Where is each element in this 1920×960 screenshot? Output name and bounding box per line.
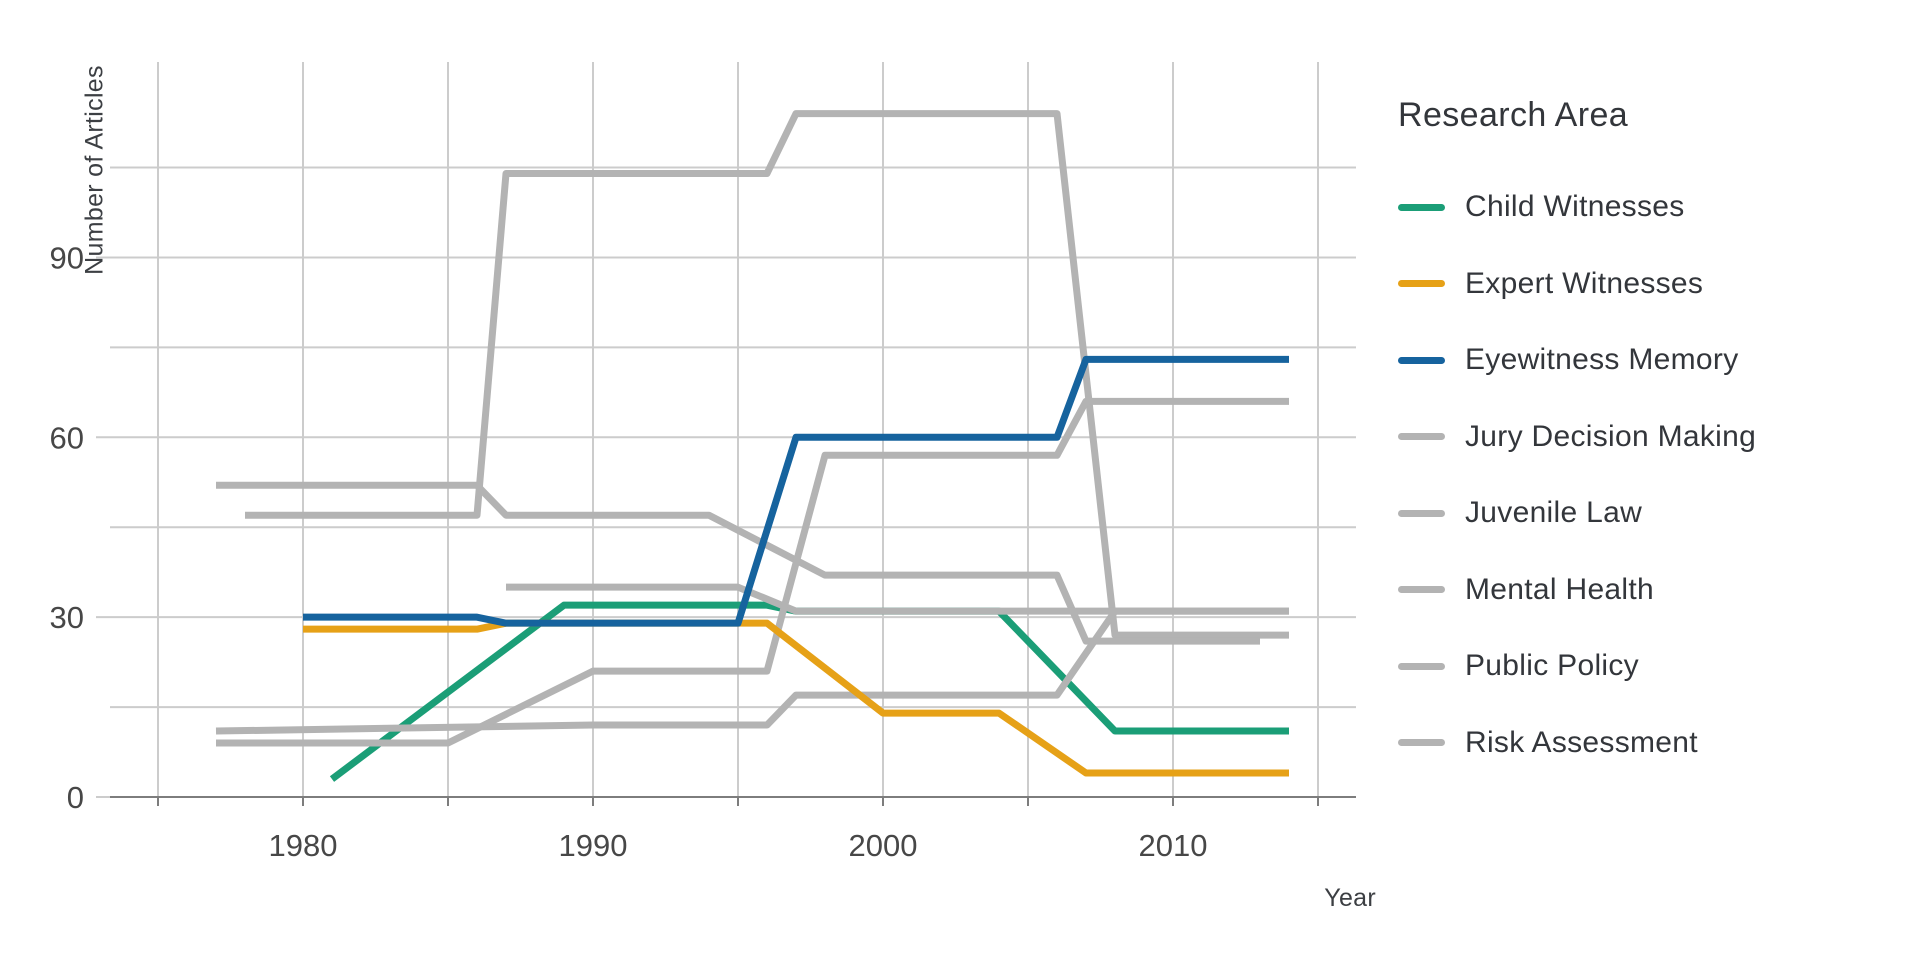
legend-swatch-jury-decision-making bbox=[1398, 433, 1445, 441]
y-tick-label: 0 bbox=[67, 780, 84, 815]
x-tick-label: 1990 bbox=[559, 828, 628, 863]
legend-swatch-child-witnesses bbox=[1398, 203, 1445, 211]
legend-title: Research Area bbox=[1398, 96, 1629, 134]
legend-item-label: Child Witnesses bbox=[1465, 190, 1685, 224]
series-line-expert-witnesses bbox=[303, 619, 1289, 777]
legend-item-label: Expert Witnesses bbox=[1465, 266, 1704, 300]
legend-item-label: Public Policy bbox=[1465, 649, 1639, 683]
y-tick-label: 30 bbox=[50, 600, 84, 635]
series-line-jury-decision-making bbox=[245, 110, 1289, 639]
legend-item-risk-assessment[interactable]: Risk Assessment bbox=[1398, 705, 1756, 782]
series-line-public-policy bbox=[215, 607, 1289, 735]
series-line-eyewitness-memory bbox=[303, 355, 1289, 627]
legend-swatch-public-policy bbox=[1398, 662, 1445, 670]
legend-item-mental-health[interactable]: Mental Health bbox=[1398, 552, 1756, 629]
y-tick-label: 90 bbox=[50, 240, 84, 275]
legend-item-label: Juvenile Law bbox=[1465, 496, 1643, 530]
x-axis-title: Year bbox=[1324, 884, 1376, 912]
legend-item-eyewitness-memory[interactable]: Eyewitness Memory bbox=[1398, 322, 1756, 399]
legend-item-label: Eyewitness Memory bbox=[1465, 343, 1739, 377]
legend: Research Area Child Witnesses Expert Witn… bbox=[1398, 96, 1756, 781]
legend-swatch-juvenile-law bbox=[1398, 509, 1445, 517]
x-tick-label: 2000 bbox=[849, 828, 918, 863]
legend-item-expert-witnesses[interactable]: Expert Witnesses bbox=[1398, 246, 1756, 323]
series-line-juvenile-law bbox=[216, 481, 1260, 645]
legend-swatch-risk-assessment bbox=[1398, 739, 1445, 747]
legend-swatch-eyewitness-memory bbox=[1398, 356, 1445, 364]
legend-item-juvenile-law[interactable]: Juvenile Law bbox=[1398, 475, 1756, 552]
legend-items: Child Witnesses Expert Witnesses Eyewitnes… bbox=[1398, 169, 1756, 781]
legend-item-label: Jury Decision Making bbox=[1465, 419, 1757, 453]
x-tick-label: 2010 bbox=[1139, 828, 1208, 863]
legend-item-jury-decision-making[interactable]: Jury Decision Making bbox=[1398, 399, 1756, 476]
legend-item-label: Risk Assessment bbox=[1465, 725, 1698, 759]
legend-item-label: Mental Health bbox=[1465, 572, 1654, 606]
y-tick-label: 60 bbox=[50, 420, 84, 455]
series-line-risk-assessment bbox=[216, 397, 1289, 747]
legend-swatch-mental-health bbox=[1398, 586, 1445, 594]
x-tick-label: 1980 bbox=[269, 828, 338, 863]
series-line-mental-health bbox=[506, 583, 1289, 615]
y-axis-title: Number of Articles bbox=[80, 65, 109, 275]
legend-item-public-policy[interactable]: Public Policy bbox=[1398, 628, 1756, 705]
legend-swatch-expert-witnesses bbox=[1398, 280, 1445, 288]
legend-item-child-witnesses[interactable]: Child Witnesses bbox=[1398, 169, 1756, 246]
